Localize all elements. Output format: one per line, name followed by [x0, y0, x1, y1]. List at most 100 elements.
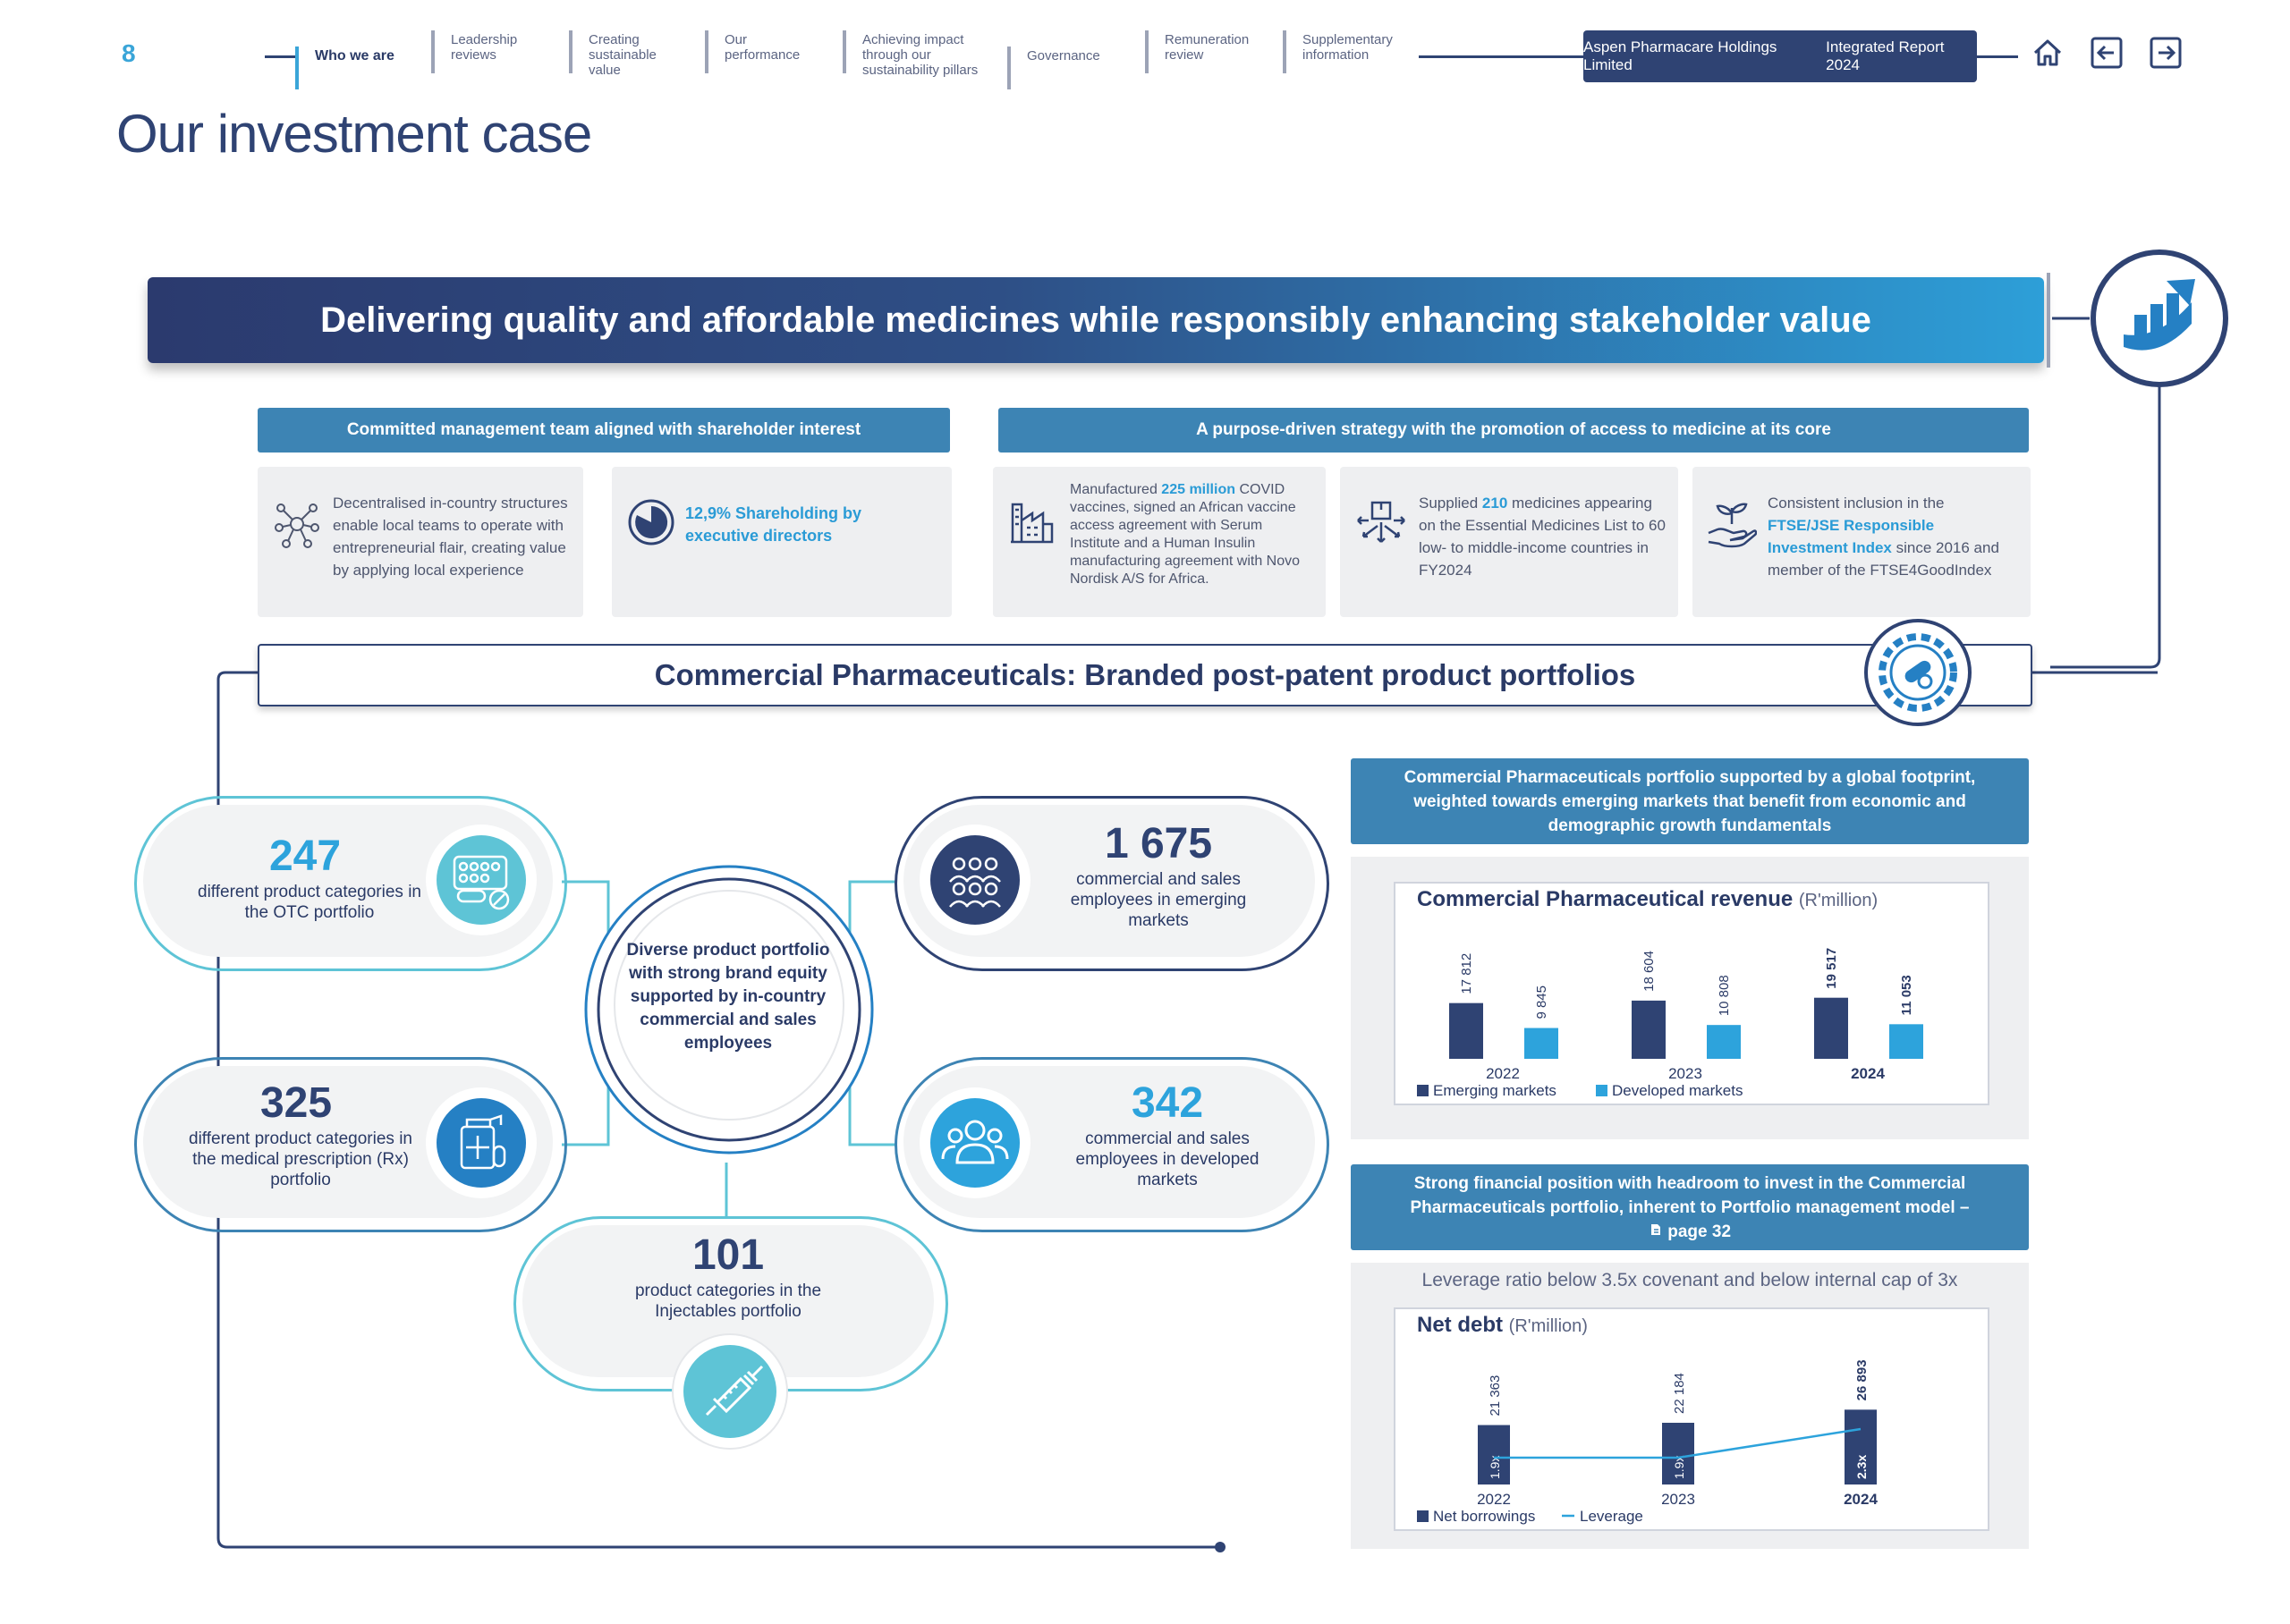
revenue-chart: 17 812 9 845 2022 18 604 10 808 2023 19 517 11 …	[1417, 948, 1923, 1099]
home-icon	[2033, 39, 2062, 66]
banner-end-rule	[2047, 273, 2050, 368]
net-debt-bar	[1478, 1425, 1510, 1484]
revenue-bar-label: 10 808	[1717, 975, 1732, 1016]
arrow-left-icon	[2091, 37, 2123, 69]
revenue-chart-box	[1394, 882, 1989, 1105]
developed-staff-pill	[895, 1057, 1329, 1232]
revenue-bar-label: 18 604	[1641, 951, 1657, 992]
net-debt-legend-swatch	[1417, 1510, 1429, 1522]
developed-staff-value: 342	[1131, 1079, 1204, 1127]
rx-value: 325	[259, 1079, 333, 1127]
arrow-right-icon	[2150, 37, 2182, 69]
nav-rule-right	[1977, 55, 2018, 58]
rx-pill	[134, 1057, 567, 1232]
nav-item-our-performance[interactable]: Our performance	[705, 30, 814, 73]
syringe-icon	[672, 1333, 788, 1450]
revenue-bar	[1524, 1028, 1558, 1059]
revenue-legend-swatch	[1417, 1085, 1429, 1096]
supplied-text: Supplied 210 medicines appearing on the …	[1419, 495, 1666, 579]
hand-plant-icon	[1708, 503, 1757, 548]
net-debt-category-label: 2022	[1477, 1491, 1511, 1508]
distribution-box-icon	[1357, 501, 1405, 543]
strategy-header: A purpose-driven strategy with the promo…	[998, 408, 2029, 453]
net-debt-bar-label: 21 363	[1488, 1375, 1503, 1417]
revenue-bar	[1889, 1024, 1923, 1059]
net-debt-chart: 21 363 1.9x 2022 22 184 1.9x 2023 26 893 2.3x 20…	[1417, 1359, 1878, 1525]
emerging-staff-desc: commercial and sales employees in emergi…	[1070, 870, 1247, 930]
page-number: 8	[122, 39, 136, 67]
people-icon	[920, 1087, 1030, 1198]
leverage-value-label: 2.3x	[1854, 1455, 1869, 1479]
revenue-bar	[1632, 1000, 1666, 1059]
card-decentralised	[258, 467, 583, 617]
prescription-bottle-icon	[426, 1087, 537, 1198]
nav-item-supplementary-information[interactable]: Supplementary information	[1283, 30, 1410, 73]
people-group-icon	[920, 825, 1030, 935]
net-debt-chart-title: Net debt (R'million)	[1417, 1313, 1588, 1337]
pill-blister-icon	[426, 825, 537, 935]
financial-header: Strong financial position with headroom …	[1351, 1164, 2029, 1250]
shareholding-text: 12,9% Shareholding by executive director…	[685, 504, 862, 545]
net-debt-category-label: 2024	[1844, 1491, 1878, 1508]
injectables-desc: product categories in the Injectables po…	[634, 1281, 822, 1321]
page-link-icon	[1650, 1223, 1660, 1235]
inclusion-text: Consistent inclusion in the FTSE/JSE Res…	[1768, 495, 1999, 579]
leverage-line	[1494, 1427, 1862, 1459]
developed-staff-desc: commercial and sales employees in develo…	[1075, 1129, 1260, 1189]
net-debt-bar	[1845, 1409, 1877, 1484]
injectables-value: 101	[691, 1231, 765, 1279]
revenue-bar	[1814, 997, 1848, 1059]
decentralised-text: Decentralised in-country structures enab…	[333, 495, 568, 579]
revenue-bar-label: 9 845	[1534, 985, 1549, 1019]
headline-banner: Delivering quality and affordable medici…	[148, 277, 2044, 363]
leverage-value-label: 1.9x	[1488, 1456, 1502, 1479]
emerging-staff-value: 1 675	[1104, 820, 1213, 867]
revenue-category-label: 2022	[1486, 1065, 1520, 1082]
revenue-bar	[1449, 1002, 1483, 1059]
management-header: Committed management team aligned with s…	[258, 408, 950, 453]
network-icon	[275, 503, 319, 548]
report-title-badge: Aspen Pharmacare Holdings Limited Integr…	[1583, 30, 1977, 82]
previous-page-button[interactable]	[2090, 36, 2124, 70]
page-32-link[interactable]: page 32	[1649, 1220, 1731, 1244]
revenue-bar-label: 17 812	[1459, 953, 1474, 994]
nav-item-achieving-impact[interactable]: Achieving impact through our sustainabil…	[843, 30, 988, 78]
rx-desc: different product categories in the medi…	[189, 1129, 412, 1189]
nav-item-leadership-reviews[interactable]: Leadership reviews	[431, 30, 549, 73]
next-page-button[interactable]	[2149, 36, 2183, 70]
leverage-legend-label: Leverage	[1580, 1508, 1643, 1525]
center-text: Diverse product portfolio with strong br…	[626, 941, 830, 1053]
revenue-legend-label: Developed markets	[1612, 1082, 1743, 1099]
net-debt-legend-label: Net borrowings	[1433, 1508, 1535, 1525]
otc-value: 247	[268, 833, 342, 880]
net-debt-category-label: 2023	[1661, 1491, 1695, 1508]
nav-item-remuneration-review[interactable]: Remuneration review	[1145, 30, 1263, 73]
leverage-value-label: 1.9x	[1672, 1456, 1686, 1479]
revenue-category-label: 2024	[1851, 1065, 1885, 1082]
net-debt-bar-label: 26 893	[1854, 1359, 1870, 1400]
otc-pill	[134, 796, 567, 971]
revenue-bar	[1707, 1025, 1741, 1059]
card-shareholding	[612, 467, 952, 617]
nav-connector	[265, 55, 295, 58]
manufactured-text: Manufactured 225 million COVID vaccines,…	[1070, 482, 1301, 587]
commercial-pharmaceuticals-bar: Commercial Pharmaceuticals: Branded post…	[258, 644, 2032, 706]
net-debt-bar	[1662, 1422, 1694, 1484]
footprint-header: Commercial Pharmaceuticals portfolio sup…	[1351, 758, 2029, 844]
revenue-bar-label: 19 517	[1824, 948, 1839, 989]
leverage-note: Leverage ratio below 3.5x covenant and b…	[1421, 1270, 1958, 1290]
nav-item-governance[interactable]: Governance	[1007, 47, 1116, 89]
growth-chart-icon	[2124, 279, 2195, 351]
factory-icon	[1011, 503, 1054, 544]
card-inclusion	[1692, 467, 2031, 617]
nav-item-who-we-are[interactable]: Who we are	[295, 47, 422, 89]
net-debt-chart-box	[1394, 1307, 1989, 1531]
home-button[interactable]	[2031, 36, 2065, 70]
revenue-legend-swatch	[1596, 1085, 1607, 1096]
net-debt-bar-label: 22 184	[1672, 1373, 1687, 1414]
nav-item-creating-sustainable-value[interactable]: Creating sustainable value	[569, 30, 682, 78]
page-title: Our investment case	[116, 104, 592, 164]
growth-badge	[2050, 250, 2228, 669]
gear-pills-icon	[1864, 619, 1972, 726]
nav-rule	[1419, 55, 1583, 58]
